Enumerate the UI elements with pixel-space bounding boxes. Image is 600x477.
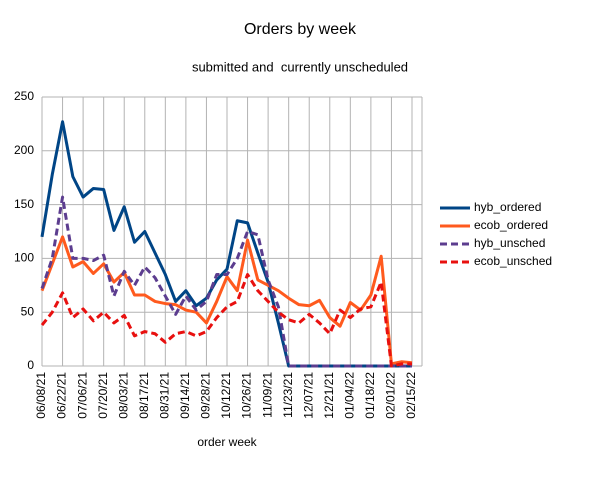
x-tick-label: 06/08/21 xyxy=(34,372,48,419)
x-tick-label: 07/06/21 xyxy=(75,372,89,419)
x-tick-label: 08/03/21 xyxy=(116,372,130,419)
y-tick-label: 250 xyxy=(14,89,34,103)
y-tick-label: 50 xyxy=(21,304,35,318)
x-tick-label: 10/12/21 xyxy=(219,372,233,419)
y-tick-label: 0 xyxy=(27,358,34,372)
x-tick-label: 08/17/21 xyxy=(137,372,151,419)
series-line xyxy=(40,235,413,366)
legend-label: ecob_ordered xyxy=(474,218,548,232)
x-tick-label: 12/07/21 xyxy=(301,372,315,419)
y-tick-label: 150 xyxy=(14,197,34,211)
legend-label: hyb_unsched xyxy=(474,236,545,250)
x-tick-label: 02/15/22 xyxy=(404,372,418,419)
x-tick-label: 07/20/21 xyxy=(96,372,110,419)
legend-label: ecob_unsched xyxy=(474,254,552,268)
x-tick-label: 06/22/21 xyxy=(55,372,69,419)
chart-title: Orders by week xyxy=(244,21,357,38)
x-tick-label: 01/04/22 xyxy=(343,372,357,419)
y-tick-label: 100 xyxy=(14,251,34,265)
x-tick-label: 10/26/21 xyxy=(240,372,254,419)
x-tick-label: 11/23/21 xyxy=(281,372,295,418)
x-tick-label: 12/21/21 xyxy=(322,372,336,419)
x-tick-label: 09/28/21 xyxy=(199,372,213,419)
legend-label: hyb_ordered xyxy=(474,200,541,214)
x-tick-label: 02/01/22 xyxy=(384,372,398,419)
x-tick-label: 11/09/21 xyxy=(260,372,274,418)
y-tick-label: 200 xyxy=(14,143,34,157)
chart-subtitle: submitted and currently unscheduled xyxy=(192,59,408,74)
x-tick-label: 09/14/21 xyxy=(178,372,192,419)
series-line xyxy=(40,273,412,368)
x-axis-label: order week xyxy=(197,435,257,449)
series-line xyxy=(40,195,412,368)
x-tick-label: 01/18/22 xyxy=(363,372,377,419)
x-tick-label: 08/31/21 xyxy=(158,372,172,419)
